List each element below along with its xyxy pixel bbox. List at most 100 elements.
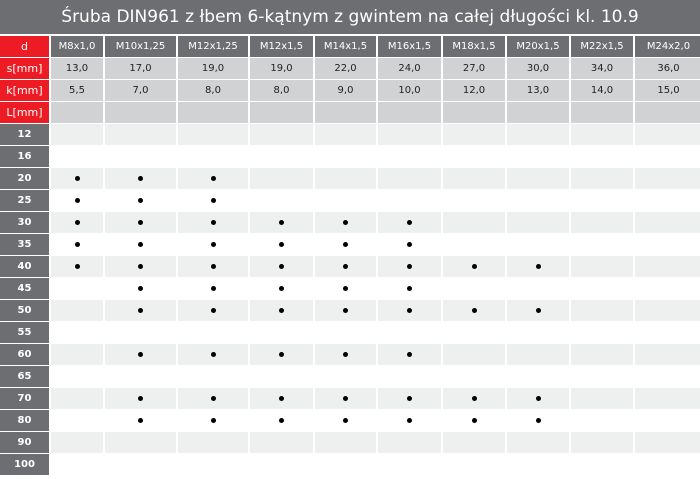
empty-cell (635, 212, 700, 233)
empty-cell (571, 190, 633, 211)
empty-cell (105, 322, 176, 343)
size-header: M22x1,5 (571, 36, 633, 57)
available-cell (178, 300, 248, 321)
available-cell (178, 212, 248, 233)
empty-cell (507, 124, 569, 145)
size-header: M14x1,5 (315, 36, 376, 57)
available-cell (51, 234, 103, 255)
bullet-dot-icon (407, 396, 412, 401)
empty-cell (51, 366, 103, 387)
empty-cell (250, 124, 313, 145)
empty-cell (51, 322, 103, 343)
length-label: 60 (0, 344, 49, 365)
s-value: 30,0 (507, 58, 569, 79)
bullet-dot-icon (138, 308, 143, 313)
bullet-dot-icon (471, 396, 477, 401)
empty-cell (315, 190, 376, 211)
empty-cell (571, 322, 633, 343)
row-k: k[mm] 5,5 7,0 8,0 8,0 9,0 10,0 12,0 13,0 14,0 15,0 (0, 80, 700, 101)
s-value: 17,0 (105, 58, 176, 79)
empty-cell (571, 410, 633, 431)
length-row: 45 (0, 278, 700, 299)
empty-cell (250, 190, 313, 211)
empty-cell (571, 102, 633, 123)
empty-cell (635, 190, 700, 211)
bullet-dot-icon (138, 418, 143, 423)
empty-cell (635, 388, 700, 409)
bullet-dot-icon (74, 264, 80, 269)
k-value: 7,0 (105, 80, 176, 101)
length-label: 35 (0, 234, 49, 255)
empty-cell (105, 102, 176, 123)
available-cell (250, 344, 313, 365)
empty-cell (178, 454, 248, 475)
bullet-dot-icon (138, 220, 143, 225)
available-cell (315, 212, 376, 233)
available-cell (250, 278, 313, 299)
empty-cell (315, 432, 376, 453)
empty-cell (250, 322, 313, 343)
available-cell (443, 256, 505, 277)
k-value: 14,0 (571, 80, 633, 101)
bullet-dot-icon (407, 220, 412, 225)
bullet-dot-icon (74, 220, 80, 225)
empty-cell (635, 168, 700, 189)
bullet-dot-icon (279, 286, 284, 291)
length-label: 12 (0, 124, 49, 145)
bullet-dot-icon (138, 352, 143, 357)
bullet-dot-icon (210, 352, 216, 357)
available-cell (178, 168, 248, 189)
empty-cell (315, 146, 376, 167)
bullet-dot-icon (471, 264, 477, 269)
label-s: s[mm] (0, 58, 49, 79)
k-value: 8,0 (178, 80, 248, 101)
empty-cell (635, 102, 700, 123)
available-cell (250, 234, 313, 255)
empty-cell (315, 322, 376, 343)
empty-cell (51, 388, 103, 409)
length-label: 40 (0, 256, 49, 277)
empty-cell (635, 124, 700, 145)
empty-cell (443, 168, 505, 189)
available-cell (507, 388, 569, 409)
available-cell (178, 410, 248, 431)
empty-cell (635, 410, 700, 431)
available-cell (315, 388, 376, 409)
empty-cell (635, 278, 700, 299)
empty-cell (507, 146, 569, 167)
bullet-dot-icon (138, 286, 143, 291)
available-cell (178, 388, 248, 409)
empty-cell (443, 344, 505, 365)
available-cell (178, 278, 248, 299)
empty-cell (315, 168, 376, 189)
available-cell (315, 410, 376, 431)
bullet-dot-icon (535, 418, 541, 423)
empty-cell (571, 124, 633, 145)
length-label: 25 (0, 190, 49, 211)
empty-cell (571, 278, 633, 299)
k-value: 8,0 (250, 80, 313, 101)
k-value: 13,0 (507, 80, 569, 101)
bullet-dot-icon (210, 176, 216, 181)
bullet-dot-icon (471, 418, 477, 423)
available-cell (315, 278, 376, 299)
empty-cell (571, 168, 633, 189)
bullet-dot-icon (210, 220, 216, 225)
available-cell (315, 300, 376, 321)
length-row: 30 (0, 212, 700, 233)
length-row: 80 (0, 410, 700, 431)
k-value: 12,0 (443, 80, 505, 101)
empty-cell (443, 102, 505, 123)
empty-cell (178, 102, 248, 123)
empty-cell (443, 322, 505, 343)
empty-cell (378, 146, 441, 167)
empty-cell (178, 124, 248, 145)
dimensions-table: d M8x1,0 M10x1,25 M12x1,25 M12x1,5 M14x1,5 M16… (0, 35, 700, 476)
bullet-dot-icon (210, 286, 216, 291)
empty-cell (443, 146, 505, 167)
label-L: L[mm] (0, 102, 49, 123)
length-label: 16 (0, 146, 49, 167)
empty-cell (51, 102, 103, 123)
available-cell (105, 256, 176, 277)
bullet-dot-icon (535, 396, 541, 401)
